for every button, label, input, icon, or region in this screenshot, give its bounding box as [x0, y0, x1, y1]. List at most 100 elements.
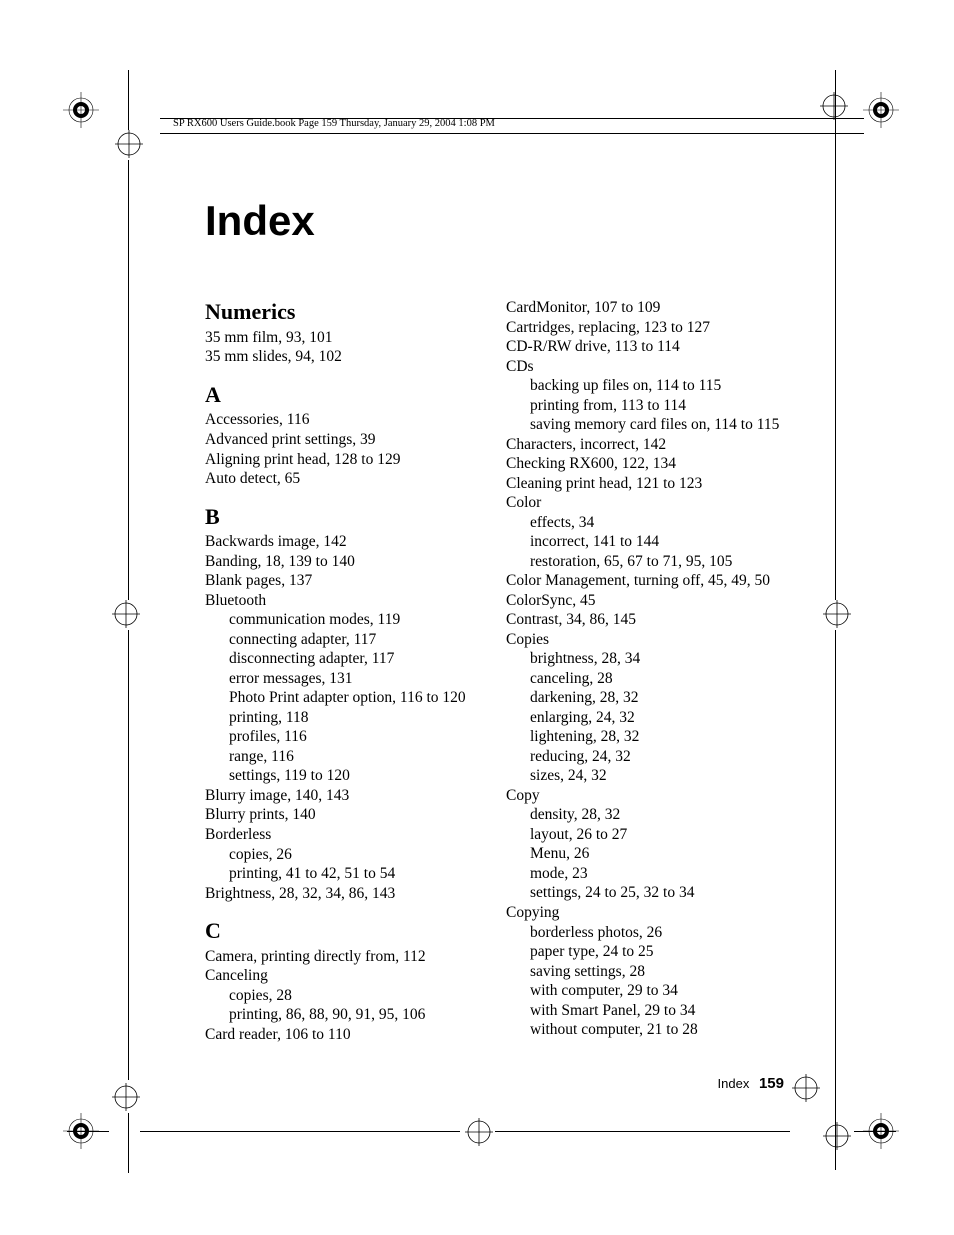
index-subentry: reducing, 24, 32 — [506, 747, 785, 767]
index-column-right: CardMonitor, 107 to 109Cartridges, repla… — [506, 298, 785, 1044]
index-columns: Numerics35 mm film, 93, 10135 mm slides,… — [205, 298, 785, 1044]
index-subentry: layout, 26 to 27 — [506, 825, 785, 845]
index-entry: Accessories, 116 — [205, 410, 484, 430]
index-subentry: disconnecting adapter, 117 — [205, 649, 484, 669]
index-subentry: printing, 118 — [205, 708, 484, 728]
index-entry: Characters, incorrect, 142 — [506, 435, 785, 455]
page-title: Index — [205, 197, 315, 245]
index-subentry: saving settings, 28 — [506, 962, 785, 982]
index-entry: Aligning print head, 128 to 129 — [205, 450, 484, 470]
index-entry: CDs — [506, 357, 785, 377]
index-entry: CD-R/RW drive, 113 to 114 — [506, 337, 785, 357]
index-entry: Borderless — [205, 825, 484, 845]
registration-mark-icon — [863, 92, 899, 128]
index-entry: Brightness, 28, 32, 34, 86, 143 — [205, 884, 484, 904]
index-entry: Advanced print settings, 39 — [205, 430, 484, 450]
index-entry: Color Management, turning off, 45, 49, 5… — [506, 571, 785, 591]
crop-line — [495, 1131, 790, 1132]
index-subentry: density, 28, 32 — [506, 805, 785, 825]
index-subentry: backing up files on, 114 to 115 — [506, 376, 785, 396]
index-subentry: copies, 28 — [205, 986, 484, 1006]
index-subentry: lightening, 28, 32 — [506, 727, 785, 747]
crosshair-icon — [112, 1083, 140, 1111]
index-entry: Auto detect, 65 — [205, 469, 484, 489]
index-entry: Blank pages, 137 — [205, 571, 484, 591]
index-subentry: printing, 86, 88, 90, 91, 95, 106 — [205, 1005, 484, 1025]
index-subentry: borderless photos, 26 — [506, 923, 785, 943]
index-column-left: Numerics35 mm film, 93, 10135 mm slides,… — [205, 298, 484, 1044]
index-entry: Blurry prints, 140 — [205, 805, 484, 825]
index-entry: Cartridges, replacing, 123 to 127 — [506, 318, 785, 338]
index-subentry: settings, 24 to 25, 32 to 34 — [506, 883, 785, 903]
crosshair-icon — [820, 92, 848, 120]
index-subentry: saving memory card files on, 114 to 115 — [506, 415, 785, 435]
footer-page-number: 159 — [759, 1075, 784, 1092]
index-subentry: connecting adapter, 117 — [205, 630, 484, 650]
index-subentry: printing, 41 to 42, 51 to 54 — [205, 864, 484, 884]
index-subentry: copies, 26 — [205, 845, 484, 865]
index-subentry: settings, 119 to 120 — [205, 766, 484, 786]
crop-line — [128, 70, 129, 130]
index-entry: Copies — [506, 630, 785, 650]
index-entry: ColorSync, 45 — [506, 591, 785, 611]
index-entry: Backwards image, 142 — [205, 532, 484, 552]
index-subentry: range, 116 — [205, 747, 484, 767]
index-subentry: Menu, 26 — [506, 844, 785, 864]
index-entry: Copy — [506, 786, 785, 806]
index-subentry: without computer, 21 to 28 — [506, 1020, 785, 1040]
page-footer: Index 159 — [718, 1075, 784, 1092]
index-entry: CardMonitor, 107 to 109 — [506, 298, 785, 318]
registration-mark-icon — [63, 92, 99, 128]
crosshair-icon — [792, 1074, 820, 1102]
crosshair-icon — [112, 600, 140, 628]
index-entry: 35 mm film, 93, 101 — [205, 328, 484, 348]
index-subentry: with Smart Panel, 29 to 34 — [506, 1001, 785, 1021]
index-entry: Color — [506, 493, 785, 513]
header-text: SP RX600 Users Guide.book Page 159 Thurs… — [173, 118, 495, 129]
crosshair-icon — [823, 600, 851, 628]
crop-line — [835, 70, 836, 600]
index-section-head: C — [205, 917, 484, 945]
index-entry: Checking RX600, 122, 134 — [506, 454, 785, 474]
index-subentry: sizes, 24, 32 — [506, 766, 785, 786]
index-subentry: restoration, 65, 67 to 71, 95, 105 — [506, 552, 785, 572]
index-entry: Contrast, 34, 86, 145 — [506, 610, 785, 630]
index-entry: Blurry image, 140, 143 — [205, 786, 484, 806]
crop-line — [854, 1131, 896, 1132]
index-subentry: effects, 34 — [506, 513, 785, 533]
index-entry: Banding, 18, 139 to 140 — [205, 552, 484, 572]
index-subentry: brightness, 28, 34 — [506, 649, 785, 669]
crop-line — [128, 1113, 129, 1173]
index-entry: Canceling — [205, 966, 484, 986]
crosshair-icon — [465, 1118, 493, 1146]
index-entry: Cleaning print head, 121 to 123 — [506, 474, 785, 494]
crosshair-icon — [115, 130, 143, 158]
index-subentry: with computer, 29 to 34 — [506, 981, 785, 1001]
index-section-head: A — [205, 381, 484, 409]
index-entry: 35 mm slides, 94, 102 — [205, 347, 484, 367]
crop-line — [128, 630, 129, 1080]
index-subentry: communication modes, 119 — [205, 610, 484, 630]
index-subentry: Photo Print adapter option, 116 to 120 — [205, 688, 484, 708]
index-entry: Bluetooth — [205, 591, 484, 611]
index-section-head: B — [205, 503, 484, 531]
index-entry: Camera, printing directly from, 112 — [205, 947, 484, 967]
crop-line — [140, 1131, 460, 1132]
index-subentry: profiles, 116 — [205, 727, 484, 747]
index-subentry: canceling, 28 — [506, 669, 785, 689]
crop-line — [128, 160, 129, 600]
index-subentry: enlarging, 24, 32 — [506, 708, 785, 728]
index-subentry: incorrect, 141 to 144 — [506, 532, 785, 552]
index-subentry: error messages, 131 — [205, 669, 484, 689]
index-subentry: paper type, 24 to 25 — [506, 942, 785, 962]
index-entry: Card reader, 106 to 110 — [205, 1025, 484, 1045]
footer-label: Index — [718, 1076, 750, 1091]
crosshair-icon — [823, 1122, 851, 1150]
index-subentry: mode, 23 — [506, 864, 785, 884]
index-subentry: printing from, 113 to 114 — [506, 396, 785, 416]
index-section-head: Numerics — [205, 298, 484, 326]
crop-line — [835, 630, 836, 1170]
index-entry: Copying — [506, 903, 785, 923]
crop-line — [67, 1131, 109, 1132]
index-subentry: darkening, 28, 32 — [506, 688, 785, 708]
